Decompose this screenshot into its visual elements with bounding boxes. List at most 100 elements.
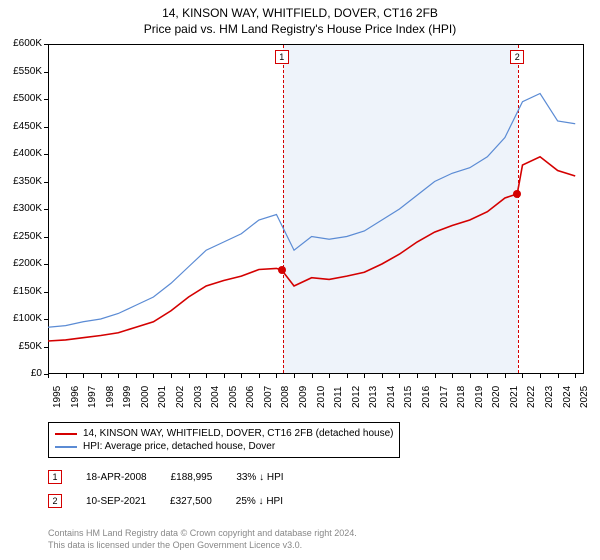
legend-label: 14, KINSON WAY, WHITFIELD, DOVER, CT16 2… <box>83 428 393 439</box>
x-tick <box>101 374 102 378</box>
transaction-date: 18-APR-2008 <box>86 472 147 483</box>
y-tick <box>44 237 48 238</box>
x-tick <box>66 374 67 378</box>
y-tick-label: £550K <box>0 66 42 77</box>
x-tick <box>399 374 400 378</box>
x-tick <box>189 374 190 378</box>
x-tick-label: 2016 <box>421 386 432 408</box>
x-tick <box>347 374 348 378</box>
x-tick-label: 2013 <box>368 386 379 408</box>
transaction-price: £327,500 <box>170 496 212 507</box>
disclaimer: Contains HM Land Registry data © Crown c… <box>48 528 357 551</box>
x-tick <box>276 374 277 378</box>
transaction-row: 1 18-APR-2008 £188,995 33% ↓ HPI <box>48 470 284 484</box>
x-tick-label: 2010 <box>316 386 327 408</box>
x-tick-label: 2001 <box>157 386 168 408</box>
x-tick-label: 2024 <box>562 386 573 408</box>
y-tick <box>44 209 48 210</box>
x-tick-label: 2009 <box>298 386 309 408</box>
transaction-price: £188,995 <box>171 472 213 483</box>
x-tick-label: 2002 <box>175 386 186 408</box>
x-tick-label: 2020 <box>491 386 502 408</box>
transaction-delta: 25% ↓ HPI <box>236 496 283 507</box>
x-tick <box>505 374 506 378</box>
y-tick-label: £500K <box>0 93 42 104</box>
x-tick <box>382 374 383 378</box>
series-hpi <box>48 94 575 328</box>
y-tick-label: £600K <box>0 38 42 49</box>
x-tick <box>435 374 436 378</box>
y-tick-label: £200K <box>0 258 42 269</box>
y-tick <box>44 72 48 73</box>
transaction-row: 2 10-SEP-2021 £327,500 25% ↓ HPI <box>48 494 283 508</box>
series-price_paid <box>48 157 575 341</box>
y-tick-label: £0 <box>0 368 42 379</box>
x-tick-label: 2006 <box>245 386 256 408</box>
x-tick-label: 2012 <box>351 386 362 408</box>
disclaimer-line: Contains HM Land Registry data © Crown c… <box>48 528 357 540</box>
x-tick-label: 2021 <box>509 386 520 408</box>
x-tick <box>487 374 488 378</box>
x-tick-label: 2019 <box>474 386 485 408</box>
legend-item: HPI: Average price, detached house, Dove… <box>55 440 393 453</box>
x-tick <box>48 374 49 378</box>
x-tick-label: 1997 <box>87 386 98 408</box>
marker-label: 2 <box>510 50 524 64</box>
x-tick-label: 1998 <box>105 386 116 408</box>
legend-swatch <box>55 446 77 448</box>
legend-item: 14, KINSON WAY, WHITFIELD, DOVER, CT16 2… <box>55 427 393 440</box>
disclaimer-line: This data is licensed under the Open Gov… <box>48 540 357 552</box>
x-tick <box>575 374 576 378</box>
y-tick-label: £50K <box>0 341 42 352</box>
x-tick <box>540 374 541 378</box>
y-tick-label: £250K <box>0 231 42 242</box>
x-tick-label: 2005 <box>228 386 239 408</box>
x-tick <box>522 374 523 378</box>
legend-label: HPI: Average price, detached house, Dove… <box>83 441 275 452</box>
x-tick <box>294 374 295 378</box>
y-tick <box>44 292 48 293</box>
marker-dot <box>278 266 286 274</box>
y-tick-label: £350K <box>0 176 42 187</box>
x-tick <box>558 374 559 378</box>
marker-label: 1 <box>275 50 289 64</box>
x-tick-label: 2007 <box>263 386 274 408</box>
x-tick <box>136 374 137 378</box>
y-tick-label: £100K <box>0 313 42 324</box>
x-tick-label: 2023 <box>544 386 555 408</box>
x-tick-label: 2003 <box>193 386 204 408</box>
x-tick-label: 2018 <box>456 386 467 408</box>
x-tick-label: 2015 <box>403 386 414 408</box>
x-tick <box>83 374 84 378</box>
x-tick-label: 2011 <box>333 386 344 408</box>
y-tick-label: £150K <box>0 286 42 297</box>
y-tick <box>44 182 48 183</box>
x-tick-label: 2008 <box>280 386 291 408</box>
x-tick-label: 2025 <box>579 386 590 408</box>
x-tick <box>171 374 172 378</box>
x-tick <box>206 374 207 378</box>
x-tick-label: 1995 <box>52 386 63 408</box>
x-tick <box>417 374 418 378</box>
legend: 14, KINSON WAY, WHITFIELD, DOVER, CT16 2… <box>48 422 400 458</box>
x-tick <box>118 374 119 378</box>
y-tick-label: £400K <box>0 148 42 159</box>
y-tick <box>44 44 48 45</box>
x-tick <box>312 374 313 378</box>
x-tick <box>364 374 365 378</box>
x-tick-label: 1996 <box>70 386 81 408</box>
y-tick-label: £450K <box>0 121 42 132</box>
x-tick-label: 2004 <box>210 386 221 408</box>
y-tick-label: £300K <box>0 203 42 214</box>
x-tick <box>329 374 330 378</box>
x-tick <box>452 374 453 378</box>
y-tick <box>44 154 48 155</box>
y-tick <box>44 99 48 100</box>
x-tick-label: 1999 <box>122 386 133 408</box>
x-tick-label: 2022 <box>526 386 537 408</box>
x-tick <box>224 374 225 378</box>
x-tick <box>153 374 154 378</box>
x-tick-label: 2017 <box>439 386 450 408</box>
x-tick <box>241 374 242 378</box>
x-tick-label: 2000 <box>140 386 151 408</box>
